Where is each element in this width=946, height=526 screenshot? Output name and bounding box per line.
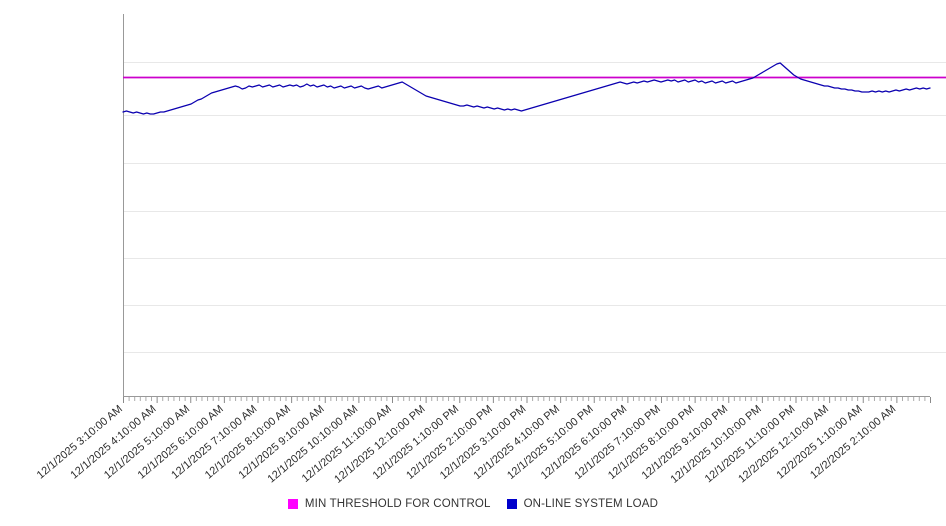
data-series [122, 62, 946, 115]
legend-swatch-icon [506, 499, 517, 509]
legend-item[interactable]: MIN THRESHOLD FOR CONTROL [287, 498, 491, 510]
x-axis-ticks [123, 397, 931, 403]
legend-swatch-icon [287, 499, 298, 509]
legend-item[interactable]: ON-LINE SYSTEM LOAD [506, 498, 659, 510]
axis-lines [123, 14, 930, 397]
series-line-load [122, 62, 931, 115]
gridlines [123, 62, 946, 353]
legend-label: ON-LINE SYSTEM LOAD [523, 498, 659, 510]
legend-label: MIN THRESHOLD FOR CONTROL [304, 498, 491, 510]
chart-legend: MIN THRESHOLD FOR CONTROL ON-LINE SYSTEM … [0, 494, 946, 514]
